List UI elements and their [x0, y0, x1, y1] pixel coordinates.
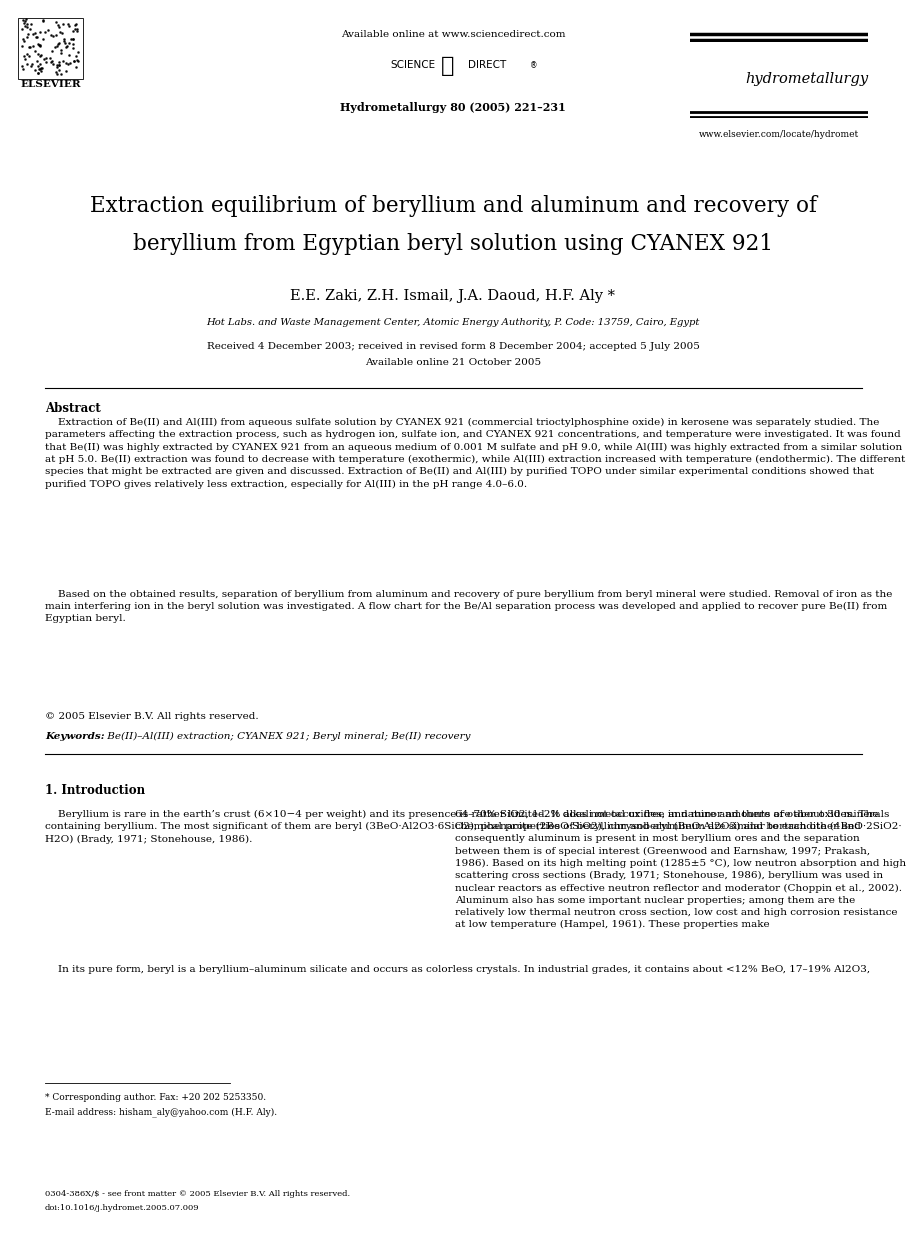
Text: In its pure form, beryl is a beryllium–aluminum silicate and occurs as colorless: In its pure form, beryl is a beryllium–a…	[45, 964, 870, 974]
Text: hydrometallurgy: hydrometallurgy	[745, 72, 868, 85]
Text: * Corresponding author. Fax: +20 202 5253350.: * Corresponding author. Fax: +20 202 525…	[45, 1093, 266, 1102]
Text: ⓐ: ⓐ	[442, 56, 454, 76]
Text: doi:10.1016/j.hydromet.2005.07.009: doi:10.1016/j.hydromet.2005.07.009	[45, 1205, 200, 1212]
Text: Extraction of Be(II) and Al(III) from aqueous sulfate solution by CYANEX 921 (co: Extraction of Be(II) and Al(III) from aq…	[45, 418, 905, 489]
Text: www.elsevier.com/locate/hydromet: www.elsevier.com/locate/hydromet	[699, 130, 859, 139]
Text: SCIENCE: SCIENCE	[390, 59, 435, 71]
Text: Available online 21 October 2005: Available online 21 October 2005	[365, 358, 541, 366]
Text: Be(II)–Al(III) extraction; CYANEX 921; Beryl mineral; Be(II) recovery: Be(II)–Al(III) extraction; CYANEX 921; B…	[104, 732, 471, 742]
Text: Beryllium is rare in the earth’s crust (6×10−4 per weight) and its presence is r: Beryllium is rare in the earth’s crust (…	[45, 810, 902, 844]
Text: Based on the obtained results, separation of beryllium from aluminum and recover: Based on the obtained results, separatio…	[45, 591, 892, 624]
Text: ELSEVIER: ELSEVIER	[20, 79, 81, 89]
Text: E-mail address: hisham_aly@yahoo.com (H.F. Aly).: E-mail address: hisham_aly@yahoo.com (H.…	[45, 1107, 278, 1117]
Text: 1. Introduction: 1. Introduction	[45, 784, 145, 797]
Text: Abstract: Abstract	[45, 402, 101, 415]
Text: Extraction equilibrium of beryllium and aluminum and recovery of: Extraction equilibrium of beryllium and …	[90, 196, 816, 217]
Bar	[18, 19, 83, 79]
Text: Keywords:: Keywords:	[45, 732, 104, 742]
Text: 64–70% SiO2, 1–2% alkali metal oxides, and minor amounts of other oxides. The ch: 64–70% SiO2, 1–2% alkali metal oxides, a…	[455, 810, 906, 930]
Text: © 2005 Elsevier B.V. All rights reserved.: © 2005 Elsevier B.V. All rights reserved…	[45, 712, 258, 721]
Text: Available online at www.sciencedirect.com: Available online at www.sciencedirect.co…	[341, 30, 565, 40]
Text: Received 4 December 2003; received in revised form 8 December 2004; accepted 5 J: Received 4 December 2003; received in re…	[207, 342, 699, 352]
Text: Hydrometallurgy 80 (2005) 221–231: Hydrometallurgy 80 (2005) 221–231	[340, 102, 566, 113]
Text: Hot Labs. and Waste Management Center, Atomic Energy Authority, P. Code: 13759, : Hot Labs. and Waste Management Center, A…	[206, 318, 699, 327]
Text: E.E. Zaki, Z.H. Ismail, J.A. Daoud, H.F. Aly *: E.E. Zaki, Z.H. Ismail, J.A. Daoud, H.F.…	[290, 288, 616, 303]
Text: beryllium from Egyptian beryl solution using CYANEX 921: beryllium from Egyptian beryl solution u…	[133, 233, 773, 255]
Text: 0304-386X/$ - see front matter © 2005 Elsevier B.V. All rights reserved.: 0304-386X/$ - see front matter © 2005 El…	[45, 1190, 350, 1198]
Text: DIRECT: DIRECT	[468, 59, 506, 71]
Text: ®: ®	[530, 61, 538, 71]
